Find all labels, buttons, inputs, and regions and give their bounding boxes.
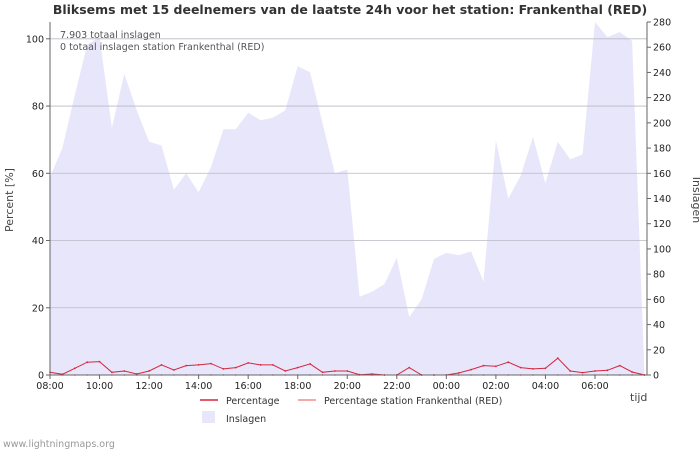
x-tick-8: 00:00 xyxy=(433,381,460,392)
point-percentage-14 xyxy=(222,368,225,370)
x-tick-0: 08:00 xyxy=(36,381,63,392)
y-tick-right-0: 0 xyxy=(653,371,659,382)
point-percentage-40 xyxy=(544,367,547,370)
legend-label-percentage: Percentage xyxy=(226,396,280,407)
area-layer xyxy=(50,22,645,375)
point-percentage-34 xyxy=(470,368,472,371)
x-tick-2: 12:00 xyxy=(135,381,162,392)
y-tick-right-9: 180 xyxy=(653,144,671,155)
series-inslagen-area xyxy=(50,22,645,375)
x-tick-1: 10:00 xyxy=(86,381,113,392)
point-percentage-29 xyxy=(408,366,411,369)
point-percentage-2 xyxy=(73,367,76,370)
point-percentage-19 xyxy=(284,370,287,372)
point-percentage-33 xyxy=(457,372,460,374)
point-percentage-18 xyxy=(272,364,274,366)
y-tick-right-8: 160 xyxy=(653,169,671,180)
point-percentage-3 xyxy=(86,361,89,364)
point-percentage-15 xyxy=(234,366,237,369)
point-percentage-38 xyxy=(519,366,522,369)
point-percentage-47 xyxy=(631,371,633,373)
point-percentage-22 xyxy=(321,371,324,374)
y-tick-right-7: 140 xyxy=(653,194,671,205)
x-tick-11: 06:00 xyxy=(581,381,608,392)
y-tick-right-4: 80 xyxy=(653,270,665,281)
y-tick-right-14: 280 xyxy=(653,18,671,29)
point-percentage-36 xyxy=(495,365,497,368)
y-tick-right-2: 40 xyxy=(653,320,665,331)
legend-swatch-inslagen xyxy=(202,411,215,423)
annotation-station-strikes: 0 totaal inslagen station Frankenthal (R… xyxy=(60,42,264,53)
point-percentage-12 xyxy=(197,364,200,366)
point-percentage-5 xyxy=(111,371,113,374)
legend-label-inslagen: Inslagen xyxy=(226,414,266,425)
x-tick-10: 04:00 xyxy=(532,381,559,392)
x-tick-5: 18:00 xyxy=(284,381,311,392)
point-percentage-20 xyxy=(296,366,299,369)
point-percentage-37 xyxy=(507,361,510,364)
y-tick-right-3: 60 xyxy=(653,295,665,306)
point-percentage-42 xyxy=(569,370,572,372)
point-percentage-16 xyxy=(247,362,250,364)
point-percentage-17 xyxy=(259,364,262,366)
y-tick-right-11: 220 xyxy=(653,93,671,104)
y-tick-left-2: 40 xyxy=(32,236,44,247)
point-percentage-45 xyxy=(606,369,609,372)
y-tick-left-1: 20 xyxy=(32,303,44,314)
x-tick-4: 16:00 xyxy=(234,381,261,392)
point-percentage-11 xyxy=(185,364,188,367)
point-percentage-46 xyxy=(618,364,621,367)
y-tick-right-12: 240 xyxy=(653,68,671,79)
point-percentage-23 xyxy=(334,370,336,372)
point-percentage-4 xyxy=(98,360,101,363)
x-tick-3: 14:00 xyxy=(185,381,212,392)
point-percentage-41 xyxy=(556,357,559,360)
legend: Percentage Percentage station Frankentha… xyxy=(200,396,502,425)
point-percentage-8 xyxy=(148,370,151,372)
x-tick-6: 20:00 xyxy=(334,381,361,392)
annotation-total-strikes: 7.903 totaal inslagen xyxy=(60,30,161,41)
y-tick-right-5: 100 xyxy=(653,244,671,255)
y-axis-right-label: Inslagen xyxy=(690,177,700,223)
footer-site: www.lightningmaps.org xyxy=(3,439,115,450)
point-percentage-24 xyxy=(346,370,349,372)
x-axis-label: tijd xyxy=(630,391,647,404)
y-tick-right-1: 20 xyxy=(653,345,665,356)
y-axis-left-label: Percent [%] xyxy=(3,168,16,232)
point-percentage-44 xyxy=(594,370,596,372)
point-percentage-43 xyxy=(581,371,584,374)
x-tick-9: 02:00 xyxy=(482,381,509,392)
point-percentage-21 xyxy=(309,363,311,365)
chart-title: Bliksems met 15 deelnemers van de laatst… xyxy=(53,2,647,17)
point-percentage-6 xyxy=(123,370,126,372)
point-percentage-39 xyxy=(532,368,534,370)
point-percentage-13 xyxy=(210,362,212,365)
y-tick-right-6: 120 xyxy=(653,219,671,230)
y-tick-left-4: 80 xyxy=(32,102,44,113)
y-tick-right-13: 260 xyxy=(653,43,671,54)
point-percentage-26 xyxy=(371,373,373,375)
y-tick-right-10: 200 xyxy=(653,118,671,129)
axis-layer: 0 20 40 60 80 100 0 20 40 60 80 100 120 140 160 180 200 2… xyxy=(26,18,671,393)
y-tick-left-0: 0 xyxy=(38,371,44,382)
point-percentage-7 xyxy=(135,373,138,375)
x-tick-7: 22:00 xyxy=(383,381,410,392)
point-percentage-35 xyxy=(482,364,485,367)
y-tick-left-5: 100 xyxy=(26,34,44,45)
point-percentage-9 xyxy=(160,364,163,366)
y-tick-left-3: 60 xyxy=(32,169,44,180)
point-percentage-10 xyxy=(173,369,175,371)
legend-label-station: Percentage station Frankenthal (RED) xyxy=(324,396,502,407)
